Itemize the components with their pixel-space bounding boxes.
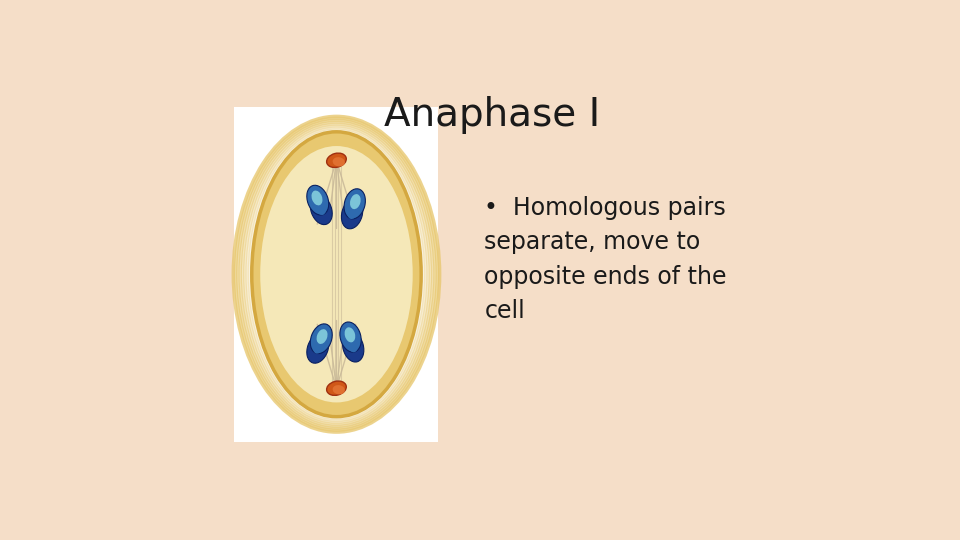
Ellipse shape bbox=[348, 337, 358, 352]
Ellipse shape bbox=[310, 324, 332, 354]
Ellipse shape bbox=[310, 195, 332, 225]
Ellipse shape bbox=[343, 332, 364, 362]
Ellipse shape bbox=[311, 191, 323, 205]
Ellipse shape bbox=[340, 322, 361, 352]
Ellipse shape bbox=[326, 153, 347, 167]
Ellipse shape bbox=[348, 204, 358, 219]
Ellipse shape bbox=[344, 189, 366, 219]
Ellipse shape bbox=[260, 146, 413, 402]
Ellipse shape bbox=[252, 132, 421, 417]
Ellipse shape bbox=[313, 339, 324, 354]
Ellipse shape bbox=[307, 185, 328, 215]
Ellipse shape bbox=[342, 199, 363, 229]
Ellipse shape bbox=[326, 381, 347, 395]
Ellipse shape bbox=[333, 157, 345, 166]
Ellipse shape bbox=[345, 327, 355, 342]
Text: •  Homologous pairs
separate, move to
opposite ends of the
cell: • Homologous pairs separate, move to opp… bbox=[484, 195, 727, 323]
Ellipse shape bbox=[307, 334, 328, 363]
Bar bbox=[234, 107, 438, 442]
Text: Anaphase I: Anaphase I bbox=[384, 96, 600, 133]
Ellipse shape bbox=[315, 200, 326, 215]
Ellipse shape bbox=[333, 385, 345, 394]
Ellipse shape bbox=[350, 194, 361, 209]
Ellipse shape bbox=[317, 329, 327, 344]
